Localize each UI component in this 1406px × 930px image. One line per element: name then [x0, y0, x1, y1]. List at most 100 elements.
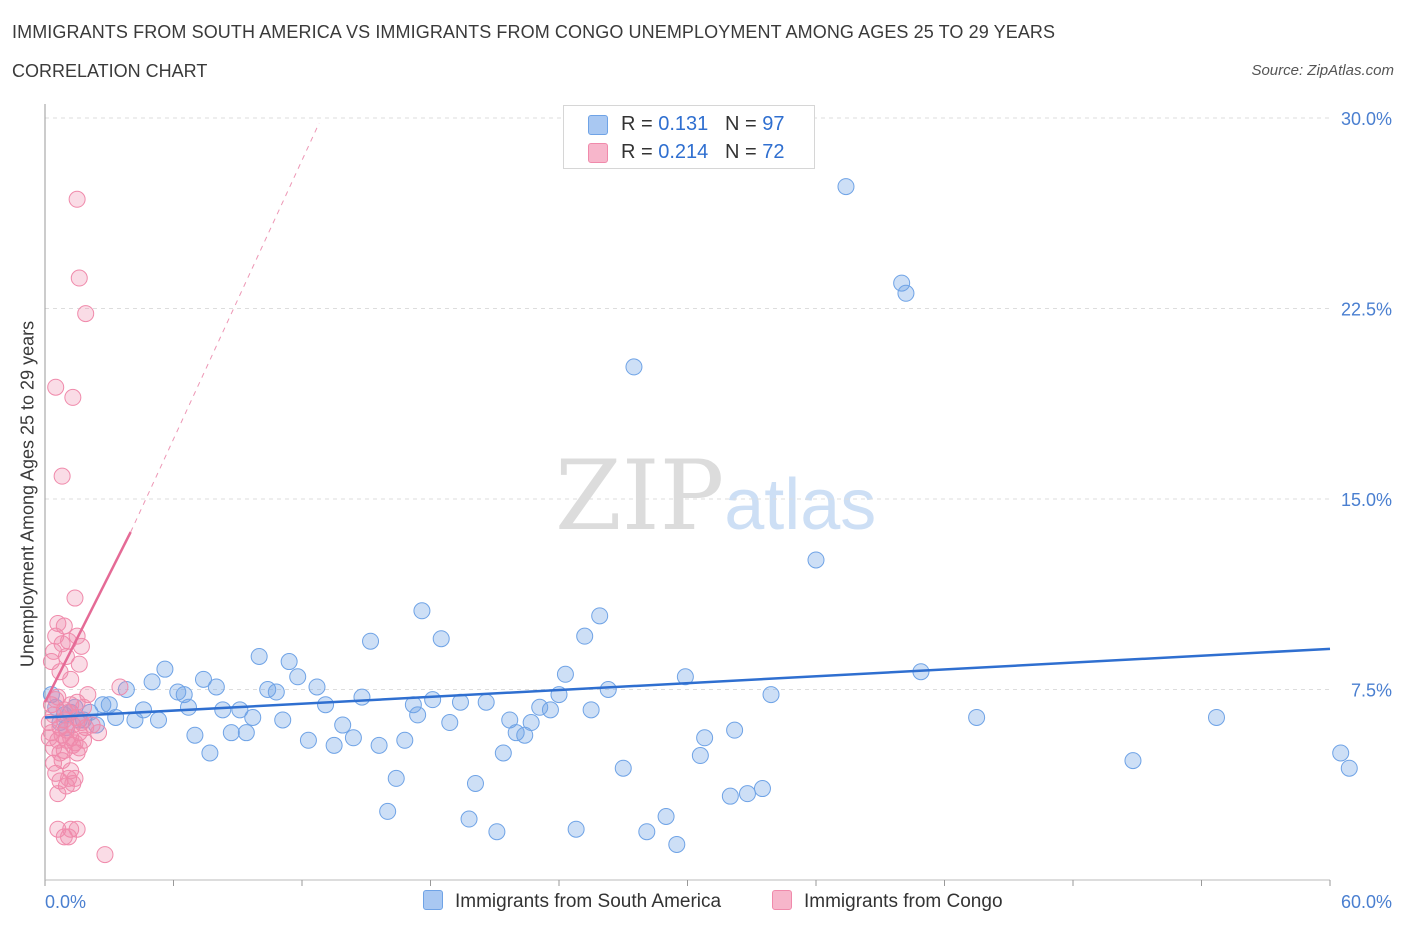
point-congo — [66, 589, 84, 607]
point-south-america — [837, 178, 855, 196]
point-south-america — [222, 724, 240, 742]
point-south-america — [807, 551, 825, 569]
point-south-america — [893, 274, 911, 292]
y-tick-label: 22.5% — [1341, 300, 1392, 320]
point-south-america — [370, 736, 388, 754]
point-south-america — [668, 835, 686, 853]
y-axis-label: Unemployment Among Ages 25 to 29 years — [17, 320, 38, 668]
point-south-america — [738, 785, 756, 803]
point-congo — [111, 678, 129, 696]
point-south-america — [107, 708, 125, 726]
point-congo — [75, 698, 93, 716]
point-south-america — [186, 726, 204, 744]
point-south-america — [299, 731, 317, 749]
bottom-legend-congo: Immigrants from Congo — [772, 890, 1003, 913]
point-south-america — [466, 774, 484, 792]
legend-stats-south-america: R = 0.131 N = 97 — [621, 113, 785, 135]
point-congo — [53, 467, 71, 485]
point-south-america — [135, 701, 153, 719]
point-south-america — [614, 759, 632, 777]
source-label: Source: ZipAtlas.com — [1251, 62, 1394, 79]
trendline-congo-extension — [130, 122, 320, 533]
point-south-america — [753, 780, 771, 798]
point-south-america — [726, 721, 744, 739]
correlation-legend: R = 0.131 N = 97 R = 0.214 N = 72 — [563, 105, 815, 169]
point-south-america — [968, 708, 986, 726]
y-tick-label: 7.5% — [1351, 681, 1392, 701]
bottom-legend-swatch-congo — [772, 890, 792, 910]
point-congo — [60, 828, 78, 846]
point-south-america — [696, 729, 714, 747]
watermark-zip: ZIP — [555, 440, 725, 552]
point-south-america — [721, 787, 739, 805]
point-congo — [96, 846, 114, 864]
legend-stats-congo: R = 0.214 N = 72 — [621, 141, 785, 163]
point-south-america — [156, 660, 174, 678]
legend-swatch-congo — [588, 143, 608, 163]
point-congo — [66, 769, 84, 787]
point-south-america — [280, 653, 298, 671]
point-south-america — [582, 701, 600, 719]
point-south-america — [460, 810, 478, 828]
point-south-america — [897, 284, 915, 302]
point-south-america — [194, 670, 212, 688]
y-tick-label: 30.0% — [1341, 109, 1392, 129]
point-south-america — [344, 729, 362, 747]
legend-swatch-south-america — [588, 115, 608, 135]
point-south-america — [409, 706, 427, 724]
point-south-america — [676, 668, 694, 686]
point-south-america — [691, 747, 709, 765]
trendline-congo — [43, 531, 132, 703]
bottom-legend-south-america: Immigrants from South America — [423, 890, 721, 913]
point-south-america — [625, 358, 643, 376]
point-south-america — [591, 607, 609, 625]
point-congo — [70, 269, 88, 287]
point-south-america — [175, 686, 193, 704]
point-south-america — [237, 724, 255, 742]
point-south-america — [244, 708, 262, 726]
point-congo — [40, 729, 58, 747]
point-south-america — [638, 823, 656, 841]
point-south-america — [494, 744, 512, 762]
point-congo — [70, 655, 88, 673]
point-south-america — [477, 693, 495, 711]
point-south-america — [1340, 759, 1358, 777]
point-congo — [90, 724, 108, 742]
point-south-america — [179, 698, 197, 716]
x-tick-label: 60.0% — [1341, 892, 1392, 912]
point-south-america — [387, 769, 405, 787]
point-congo — [62, 670, 80, 688]
point-south-america — [424, 691, 442, 709]
point-south-america — [762, 686, 780, 704]
point-south-america — [657, 808, 675, 825]
point-south-america — [599, 681, 617, 698]
trendline-south-america — [44, 647, 1331, 719]
point-south-america — [396, 731, 414, 749]
point-south-america — [143, 673, 161, 691]
point-south-america — [567, 820, 585, 838]
point-congo — [47, 378, 65, 396]
point-south-america — [432, 630, 450, 648]
point-south-america — [362, 632, 380, 650]
point-south-america — [334, 716, 352, 734]
point-south-america — [379, 802, 397, 820]
point-south-america — [308, 678, 326, 696]
point-congo — [64, 736, 82, 754]
point-south-america — [441, 714, 459, 732]
point-south-america — [150, 711, 168, 729]
point-south-america — [207, 678, 225, 696]
point-south-america — [250, 647, 268, 665]
watermark-atlas: atlas — [724, 465, 877, 545]
point-south-america — [556, 665, 574, 683]
point-south-america — [274, 711, 292, 729]
point-south-america — [325, 736, 343, 754]
point-south-america — [1124, 752, 1142, 770]
point-south-america — [522, 714, 540, 732]
point-congo — [55, 617, 73, 635]
point-south-america — [201, 744, 219, 762]
chart-title: IMMIGRANTS FROM SOUTH AMERICA VS IMMIGRA… — [12, 22, 1056, 42]
watermark: ZIPatlas — [555, 440, 876, 552]
point-south-america — [531, 698, 549, 716]
point-congo — [77, 305, 95, 323]
